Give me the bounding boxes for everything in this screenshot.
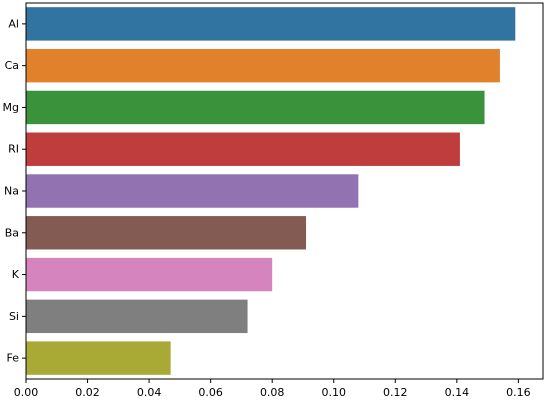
x-tick-label: 0.00 xyxy=(14,386,39,399)
x-tick-label: 0.04 xyxy=(137,386,162,399)
bars xyxy=(26,7,516,375)
bar-mg xyxy=(26,90,485,125)
bar-ri xyxy=(26,132,460,166)
bar-ca xyxy=(26,48,500,83)
x-tick-label: 0.02 xyxy=(75,386,100,399)
x-tick-label: 0.16 xyxy=(506,386,531,399)
bar-na xyxy=(26,174,359,208)
bar-k xyxy=(26,257,273,292)
y-tick-label: RI xyxy=(8,143,19,156)
x-tick-label: 0.08 xyxy=(260,386,285,399)
bar-fe xyxy=(26,341,171,375)
x-tick-label: 0.14 xyxy=(445,386,470,399)
x-axis: 0.00 0.02 0.04 0.06 0.08 0.10 0.12 0.14 0.16 xyxy=(14,379,531,399)
bar-ba xyxy=(26,216,307,250)
plot-frame xyxy=(25,2,544,380)
y-tick-label: Ba xyxy=(5,226,19,239)
y-tick-label: K xyxy=(12,268,20,281)
x-tick-label: 0.12 xyxy=(383,386,408,399)
y-tick-label: Ca xyxy=(5,59,19,72)
y-tick-label: Si xyxy=(9,310,19,323)
y-tick-label: Fe xyxy=(7,352,20,365)
bar-al xyxy=(26,7,516,41)
y-tick-label: Na xyxy=(4,185,19,198)
y-tick-label: Al xyxy=(8,17,19,30)
y-axis: Al Ca Mg RI Na Ba K Si Fe xyxy=(3,17,26,365)
x-tick-label: 0.10 xyxy=(321,386,346,399)
x-tick-label: 0.06 xyxy=(198,386,223,399)
y-tick-label: Mg xyxy=(3,101,19,114)
bar-si xyxy=(26,299,248,334)
